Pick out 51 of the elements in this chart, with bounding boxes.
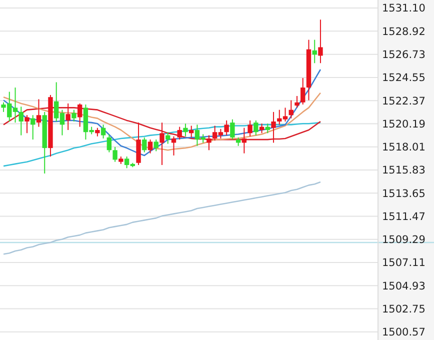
candlestick bbox=[254, 120, 258, 136]
candlestick bbox=[312, 39, 317, 64]
candlestick bbox=[166, 132, 170, 144]
candlestick bbox=[206, 134, 212, 151]
candlestick bbox=[248, 120, 252, 137]
y-tick-label: 1531.10 bbox=[382, 2, 426, 15]
y-tick-label: 1504.93 bbox=[382, 280, 426, 292]
y-tick-label: 1526.73 bbox=[382, 49, 426, 62]
candlestick bbox=[148, 139, 153, 154]
candlestick bbox=[171, 136, 176, 156]
candlestick bbox=[24, 114, 30, 134]
candlestick bbox=[288, 100, 294, 119]
candlestick bbox=[183, 123, 188, 137]
candlestick bbox=[242, 127, 247, 154]
y-tick-label: 1520.19 bbox=[382, 118, 426, 130]
candlestick bbox=[160, 122, 164, 166]
candlestick bbox=[318, 19, 323, 64]
y-tick-label: 1509.29 bbox=[382, 234, 426, 246]
candlestick bbox=[77, 102, 82, 128]
candlestick bbox=[112, 146, 118, 162]
y-tick-label: 1513.65 bbox=[382, 188, 426, 200]
y-tick-label: 1522.37 bbox=[382, 95, 426, 108]
candlestick bbox=[271, 111, 276, 144]
line-series bbox=[2, 122, 322, 167]
candlestick bbox=[36, 98, 42, 128]
candlestick bbox=[106, 134, 112, 153]
y-tick-label: 1524.55 bbox=[382, 72, 426, 84]
candlestick bbox=[142, 136, 147, 153]
candlestick bbox=[18, 106, 24, 136]
y-tick-label: 1528.92 bbox=[382, 26, 426, 38]
candlestick bbox=[189, 125, 194, 138]
candlestick bbox=[154, 139, 158, 152]
candlestick bbox=[66, 102, 70, 130]
y-tick-label: 1500.57 bbox=[382, 326, 426, 339]
candlestick bbox=[100, 124, 106, 139]
candlestick bbox=[259, 123, 264, 134]
candlestick bbox=[136, 122, 141, 166]
candlestick bbox=[224, 120, 229, 136]
y-tick-label: 1515.83 bbox=[382, 164, 426, 177]
y-tick-label: 1502.75 bbox=[382, 303, 426, 316]
candlestick bbox=[72, 109, 76, 122]
y-tick-label: 1518.01 bbox=[382, 142, 426, 154]
candlestick bbox=[177, 126, 182, 140]
y-tick-label: 1511.47 bbox=[382, 210, 426, 223]
candlestick bbox=[30, 114, 36, 140]
candlestick bbox=[265, 123, 270, 134]
candlestick bbox=[300, 77, 306, 106]
candlestick bbox=[230, 118, 235, 140]
line-series bbox=[2, 181, 322, 255]
candlestick bbox=[294, 96, 300, 108]
y-tick-label: 1507.11 bbox=[382, 257, 426, 270]
